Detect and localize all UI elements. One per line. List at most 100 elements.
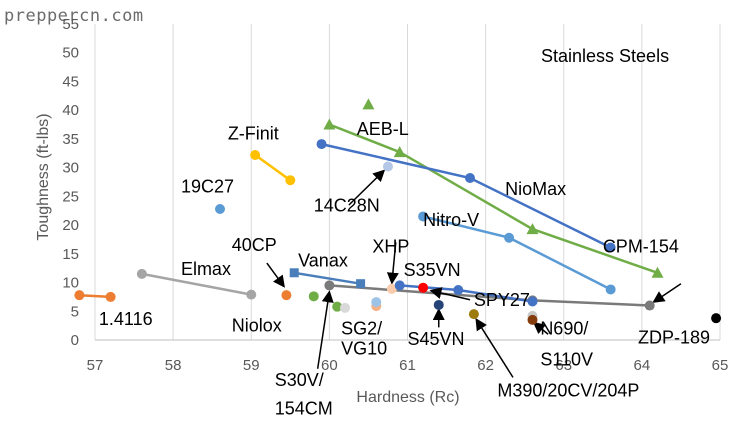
arrow-8 <box>652 283 682 303</box>
y-tick-30: 30 <box>62 160 79 177</box>
annotation-niomax-11: NioMax <box>505 179 566 199</box>
x-tick-58: 58 <box>165 357 182 374</box>
annotation-z-finit-4: Z-Finit <box>228 123 279 143</box>
annotation-niolox-6: Niolox <box>232 315 282 335</box>
y-tick-20: 20 <box>62 217 79 234</box>
annotation-14c28n-12: 14C28N <box>314 195 380 215</box>
annotation-n690-20: N690/ <box>540 318 588 338</box>
point-annotations: 1.4116 Elmax 19C27 Z-Finit 40CP Niolox Vanax S3… <box>99 119 710 419</box>
x-tick-64: 64 <box>634 357 651 374</box>
point-aeb-l-2 <box>393 146 406 158</box>
point-niomax-1 <box>316 139 327 150</box>
point-xhp-1 <box>386 283 397 294</box>
point-s30v-154cm-point-2-1 <box>332 301 343 312</box>
annotation-s35vn-15: S35VN <box>404 260 461 280</box>
annotation-zdp-189-22: ZDP-189 <box>638 327 710 347</box>
point-spy27-2 <box>453 285 464 296</box>
arrow-7 <box>475 318 514 378</box>
y-tick-15: 15 <box>62 246 79 263</box>
x-tick-57: 57 <box>87 357 104 374</box>
point-s30v-154cm-point-3-1 <box>340 302 350 313</box>
point-aeb-l-max-1 <box>362 98 375 110</box>
arrow-1 <box>266 262 285 288</box>
watermark: preppercn.com <box>4 6 144 26</box>
point-aeb-l-3 <box>526 223 539 235</box>
point-19c27-1 <box>215 204 225 215</box>
point-n690-s110v-point-2-1 <box>527 314 538 325</box>
point-s35vn-1 <box>418 282 429 293</box>
point-niomax-3 <box>605 242 616 253</box>
y-tick-35: 35 <box>62 131 79 148</box>
annotation-1-4116-1: 1.4116 <box>99 309 153 329</box>
y-tick-10: 10 <box>62 275 79 292</box>
annotation-s110v-21: S110V <box>540 349 593 369</box>
point-nitro-v-3 <box>605 284 616 295</box>
annotation-s45vn-19: S45VN <box>408 329 465 349</box>
x-tick-61: 61 <box>399 357 416 374</box>
arrow-9 <box>316 290 334 369</box>
y-axis-title: Toughness (ft-lbs) <box>35 113 52 240</box>
point-vanax-1 <box>289 268 299 278</box>
y-tick-40: 40 <box>62 102 79 119</box>
y-tick-0: 0 <box>71 332 79 349</box>
x-tick-labels: 57 58 59 60 61 62 63 64 65 <box>87 357 729 374</box>
point-1-4116-1 <box>74 290 85 301</box>
chart-subtitle: Stainless Steels <box>541 46 669 66</box>
point-m390-20cv-204p-1 <box>468 309 479 320</box>
point-14c28n-1 <box>382 161 393 172</box>
y-tick-labels: 0 5 10 15 20 25 30 35 40 45 50 55 <box>62 16 79 349</box>
annotation-40cp-5: 40CP <box>232 235 277 255</box>
series-line-aeb-l <box>328 123 658 274</box>
arrow-4 <box>429 287 471 301</box>
annotation-vanax-7: Vanax <box>298 250 348 270</box>
annotation-vg10-18: VG10 <box>341 338 387 358</box>
annotation-154cm-9: 154CM <box>275 399 333 419</box>
point-z-finit-2 <box>285 175 296 186</box>
point-nitro-v-1 <box>418 211 429 222</box>
point-1-4116-2 <box>105 291 116 302</box>
y-tick-25: 25 <box>62 188 79 205</box>
point-z-finit-1 <box>250 149 261 160</box>
annotation-spy27-16: SPY27 <box>474 290 530 310</box>
y-tick-55: 55 <box>62 16 79 33</box>
annotation-arrows <box>266 169 682 378</box>
point-sg2-vg10-point-2-1 <box>371 297 382 308</box>
point-zdp-189-1 <box>711 313 722 324</box>
point-spy27-1 <box>394 280 405 291</box>
y-tick-5: 5 <box>71 303 79 320</box>
series-line-elmax <box>141 272 252 296</box>
y-tick-45: 45 <box>62 73 79 90</box>
annotation-nitro-v-13: Nitro-V <box>423 210 479 230</box>
annotation-19c27-3: 19C27 <box>181 176 234 196</box>
x-tick-65: 65 <box>712 357 729 374</box>
annotation-s30v-8: S30V/ <box>275 370 324 390</box>
arrow-3 <box>348 169 386 206</box>
x-tick-60: 60 <box>321 357 338 374</box>
x-tick-59: 59 <box>243 357 260 374</box>
annotation-m390-20cv-204p-24: M390/20CV/204P <box>497 380 639 400</box>
annotation-xhp-14: XHP <box>372 237 409 257</box>
point-nitro-v-2 <box>504 232 515 243</box>
point-spy27-3 <box>527 296 538 307</box>
point-s30v-154cm-1 <box>324 280 335 291</box>
series-line-z-finit <box>254 153 292 182</box>
annotation-cpm-154-23: CPM-154 <box>603 237 679 257</box>
point-elmax-1 <box>136 268 147 279</box>
y-tick-50: 50 <box>62 45 79 62</box>
point-vanax-2 <box>356 279 366 289</box>
x-axis-title: Hardness (Rc) <box>356 389 459 406</box>
x-tick-62: 62 <box>477 357 494 374</box>
data-points <box>74 98 722 325</box>
series-line-vanax <box>293 271 361 285</box>
point-s30v-154cm-3 <box>644 300 655 311</box>
series-line-1-4116 <box>79 293 111 299</box>
arrow-2 <box>386 242 399 285</box>
point-40cp-1 <box>281 290 292 301</box>
point-niolox-1 <box>308 291 319 302</box>
annotation-sg2-17: SG2/ <box>341 318 382 338</box>
annotation-aeb-l-10: AEB-L <box>357 119 409 139</box>
point-elmax-2 <box>246 289 257 300</box>
point-aeb-l-1 <box>323 118 336 130</box>
annotation-elmax-2: Elmax <box>181 259 231 279</box>
